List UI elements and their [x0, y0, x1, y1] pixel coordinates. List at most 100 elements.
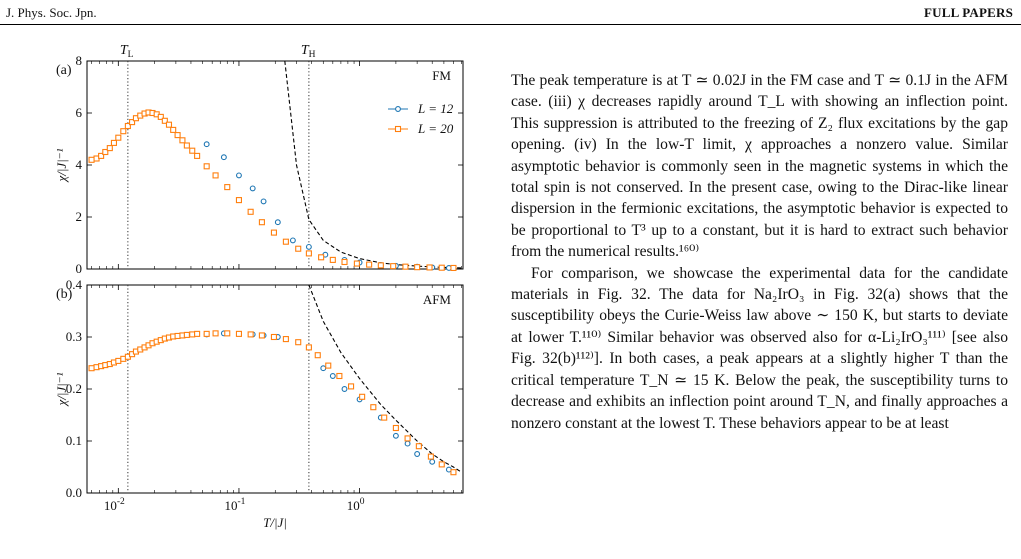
data-point: [203, 330, 210, 337]
data-point: [247, 331, 254, 338]
y-axis-label: χ/|J|⁻¹: [54, 148, 69, 183]
data-point: [115, 134, 122, 141]
data-point: [115, 357, 122, 364]
data-point: [381, 414, 388, 421]
y-axis-label: χ/|J|⁻¹: [54, 372, 69, 407]
y-tick-label: 0.3: [66, 329, 82, 344]
data-point: [305, 344, 312, 351]
y-tick-label: 0.0: [66, 485, 82, 500]
data-point: [174, 132, 181, 139]
data-point: [224, 330, 231, 337]
data-point: [174, 332, 181, 340]
header-rule: [0, 24, 1021, 25]
data-point: [295, 245, 302, 252]
data-point: [260, 198, 267, 205]
panel-label: (a): [56, 63, 72, 78]
data-point: [98, 152, 105, 159]
curie-weiss-curve: [308, 285, 462, 473]
data-point: [179, 137, 186, 144]
data-point: [270, 333, 277, 341]
data-point: [194, 152, 201, 159]
data-point: [414, 451, 421, 457]
data-point: [429, 458, 436, 465]
data-point: [392, 424, 399, 432]
data-point: [366, 261, 373, 268]
y-tick-label: 0: [76, 261, 83, 276]
data-point: [212, 330, 219, 337]
data-point: [450, 469, 457, 476]
data-point: [329, 256, 336, 263]
data-point: [161, 117, 168, 124]
data-point: [390, 263, 397, 270]
data-point: [320, 365, 327, 372]
data-point: [392, 432, 399, 439]
data-point: [247, 208, 254, 215]
data-point: [353, 260, 360, 267]
data-point: [438, 461, 445, 468]
data-point: [102, 148, 109, 156]
panel-label: (b): [56, 287, 73, 302]
y-tick-label: 4: [76, 157, 83, 172]
x-tick-label: 10-2: [104, 497, 125, 513]
data-point: [194, 330, 201, 337]
data-point: [427, 453, 434, 460]
data-point: [224, 184, 231, 191]
data-point: [129, 119, 136, 126]
paragraph-2: For comparison, we showcase the experime…: [511, 264, 1009, 432]
data-point: [404, 435, 411, 442]
body-text: The peak temperature is at T ≃ 0.02J in …: [511, 70, 1008, 434]
data-point: [305, 250, 312, 257]
data-point: [120, 128, 127, 135]
data-point: [336, 372, 343, 380]
vline-label: TL: [120, 43, 134, 60]
data-point: [88, 156, 95, 163]
curie-weiss-curve: [284, 61, 462, 269]
data-point: [235, 197, 243, 204]
y-tick-label: 0.4: [66, 277, 83, 292]
data-point: [183, 142, 190, 149]
paragraph-1: The peak temperature is at T ≃ 0.02J in …: [511, 72, 1008, 261]
journal-name: J. Phys. Soc. Jpn.: [6, 5, 97, 20]
data-point: [348, 383, 355, 390]
data-point: [110, 139, 118, 146]
panel-annotation: FM: [432, 68, 451, 83]
data-point: [404, 440, 411, 447]
data-point: [289, 237, 296, 244]
panel-b: 0.0 0.1 0.2 0.3 0.4 10-2 10-1 100 AFM (b) χ/|J|⁻¹: [54, 277, 464, 513]
data-point: [203, 141, 210, 148]
y-tick-label: 8: [76, 53, 83, 68]
data-point: [341, 386, 348, 392]
y-tick-label: 6: [76, 105, 83, 120]
data-point: [438, 264, 445, 271]
legend-marker: [395, 106, 401, 112]
x-axis-label: T/|J|: [263, 515, 287, 530]
data-point: [415, 443, 422, 450]
data-point: [450, 264, 457, 272]
data-point: [377, 262, 384, 269]
data-point: [157, 113, 164, 120]
data-point: [270, 229, 277, 236]
data-point: [282, 336, 289, 343]
section-label: FULL PAPERS: [924, 5, 1013, 20]
legend-label: L = 20: [417, 121, 454, 136]
data-point: [325, 362, 332, 369]
data-point: [274, 219, 281, 226]
legend-marker: [394, 125, 402, 133]
panel-a: 0 2 4 6 8 TL TH FM (a) χ/|J|⁻¹ L = 12 L = 20: [54, 43, 464, 276]
data-point: [106, 145, 113, 152]
data-point: [318, 254, 325, 261]
data-point: [370, 404, 377, 411]
data-point: [359, 393, 366, 400]
y-tick-label: 2: [76, 209, 83, 224]
data-point: [235, 330, 243, 337]
data-point: [170, 126, 177, 133]
vline-label: TH: [301, 43, 316, 60]
data-point: [329, 373, 336, 379]
data-point: [189, 331, 196, 338]
data-point: [124, 122, 131, 130]
y-tick-label: 0.2: [66, 381, 82, 396]
legend-label: L = 12: [417, 101, 454, 116]
data-point: [341, 258, 348, 266]
data-point: [212, 172, 219, 179]
